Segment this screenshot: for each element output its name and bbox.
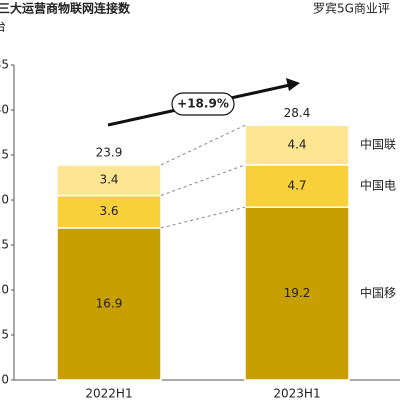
y-tick-label: 20	[0, 193, 9, 207]
bar-segment	[56, 164, 162, 197]
total-label: 28.4	[284, 106, 311, 120]
y-tick-label: 25	[0, 148, 9, 162]
y-tick-label: 15	[0, 238, 9, 252]
connector	[160, 206, 246, 229]
y-tick-label: 30	[0, 103, 9, 117]
value-label: 3.4	[99, 173, 118, 187]
value-label: 4.4	[287, 138, 306, 152]
connector	[160, 164, 246, 196]
y-tick-label: 35	[0, 58, 9, 72]
legend-label: 中国联	[360, 137, 396, 152]
bar-segment	[244, 124, 350, 166]
annotation-box	[171, 92, 235, 116]
chart-subtitle: 台	[0, 19, 6, 34]
annotation: +18.9%	[177, 97, 229, 111]
chart-title: 国三大运营商物联网连接数	[0, 1, 131, 16]
legend-label: 中国移	[360, 285, 396, 300]
total-label: 23.9	[96, 145, 123, 159]
connector	[160, 124, 246, 166]
x-tick-label: 2022H1	[85, 387, 132, 400]
x-tick-label: 2023H1	[273, 387, 320, 400]
arrow-head	[286, 78, 300, 91]
value-label: 16.9	[96, 296, 123, 310]
value-label: 4.7	[287, 179, 306, 193]
y-tick-label: 10	[0, 283, 9, 297]
y-tick-label: 5	[1, 328, 9, 342]
source: 罗宾5G商业评	[313, 1, 390, 16]
bar-segment	[244, 164, 350, 208]
legend-label: 中国电	[360, 178, 396, 193]
y-tick-label: 0	[1, 373, 9, 387]
bar-segment	[244, 206, 350, 381]
value-label: 19.2	[284, 286, 311, 300]
value-label: 3.6	[99, 204, 118, 218]
